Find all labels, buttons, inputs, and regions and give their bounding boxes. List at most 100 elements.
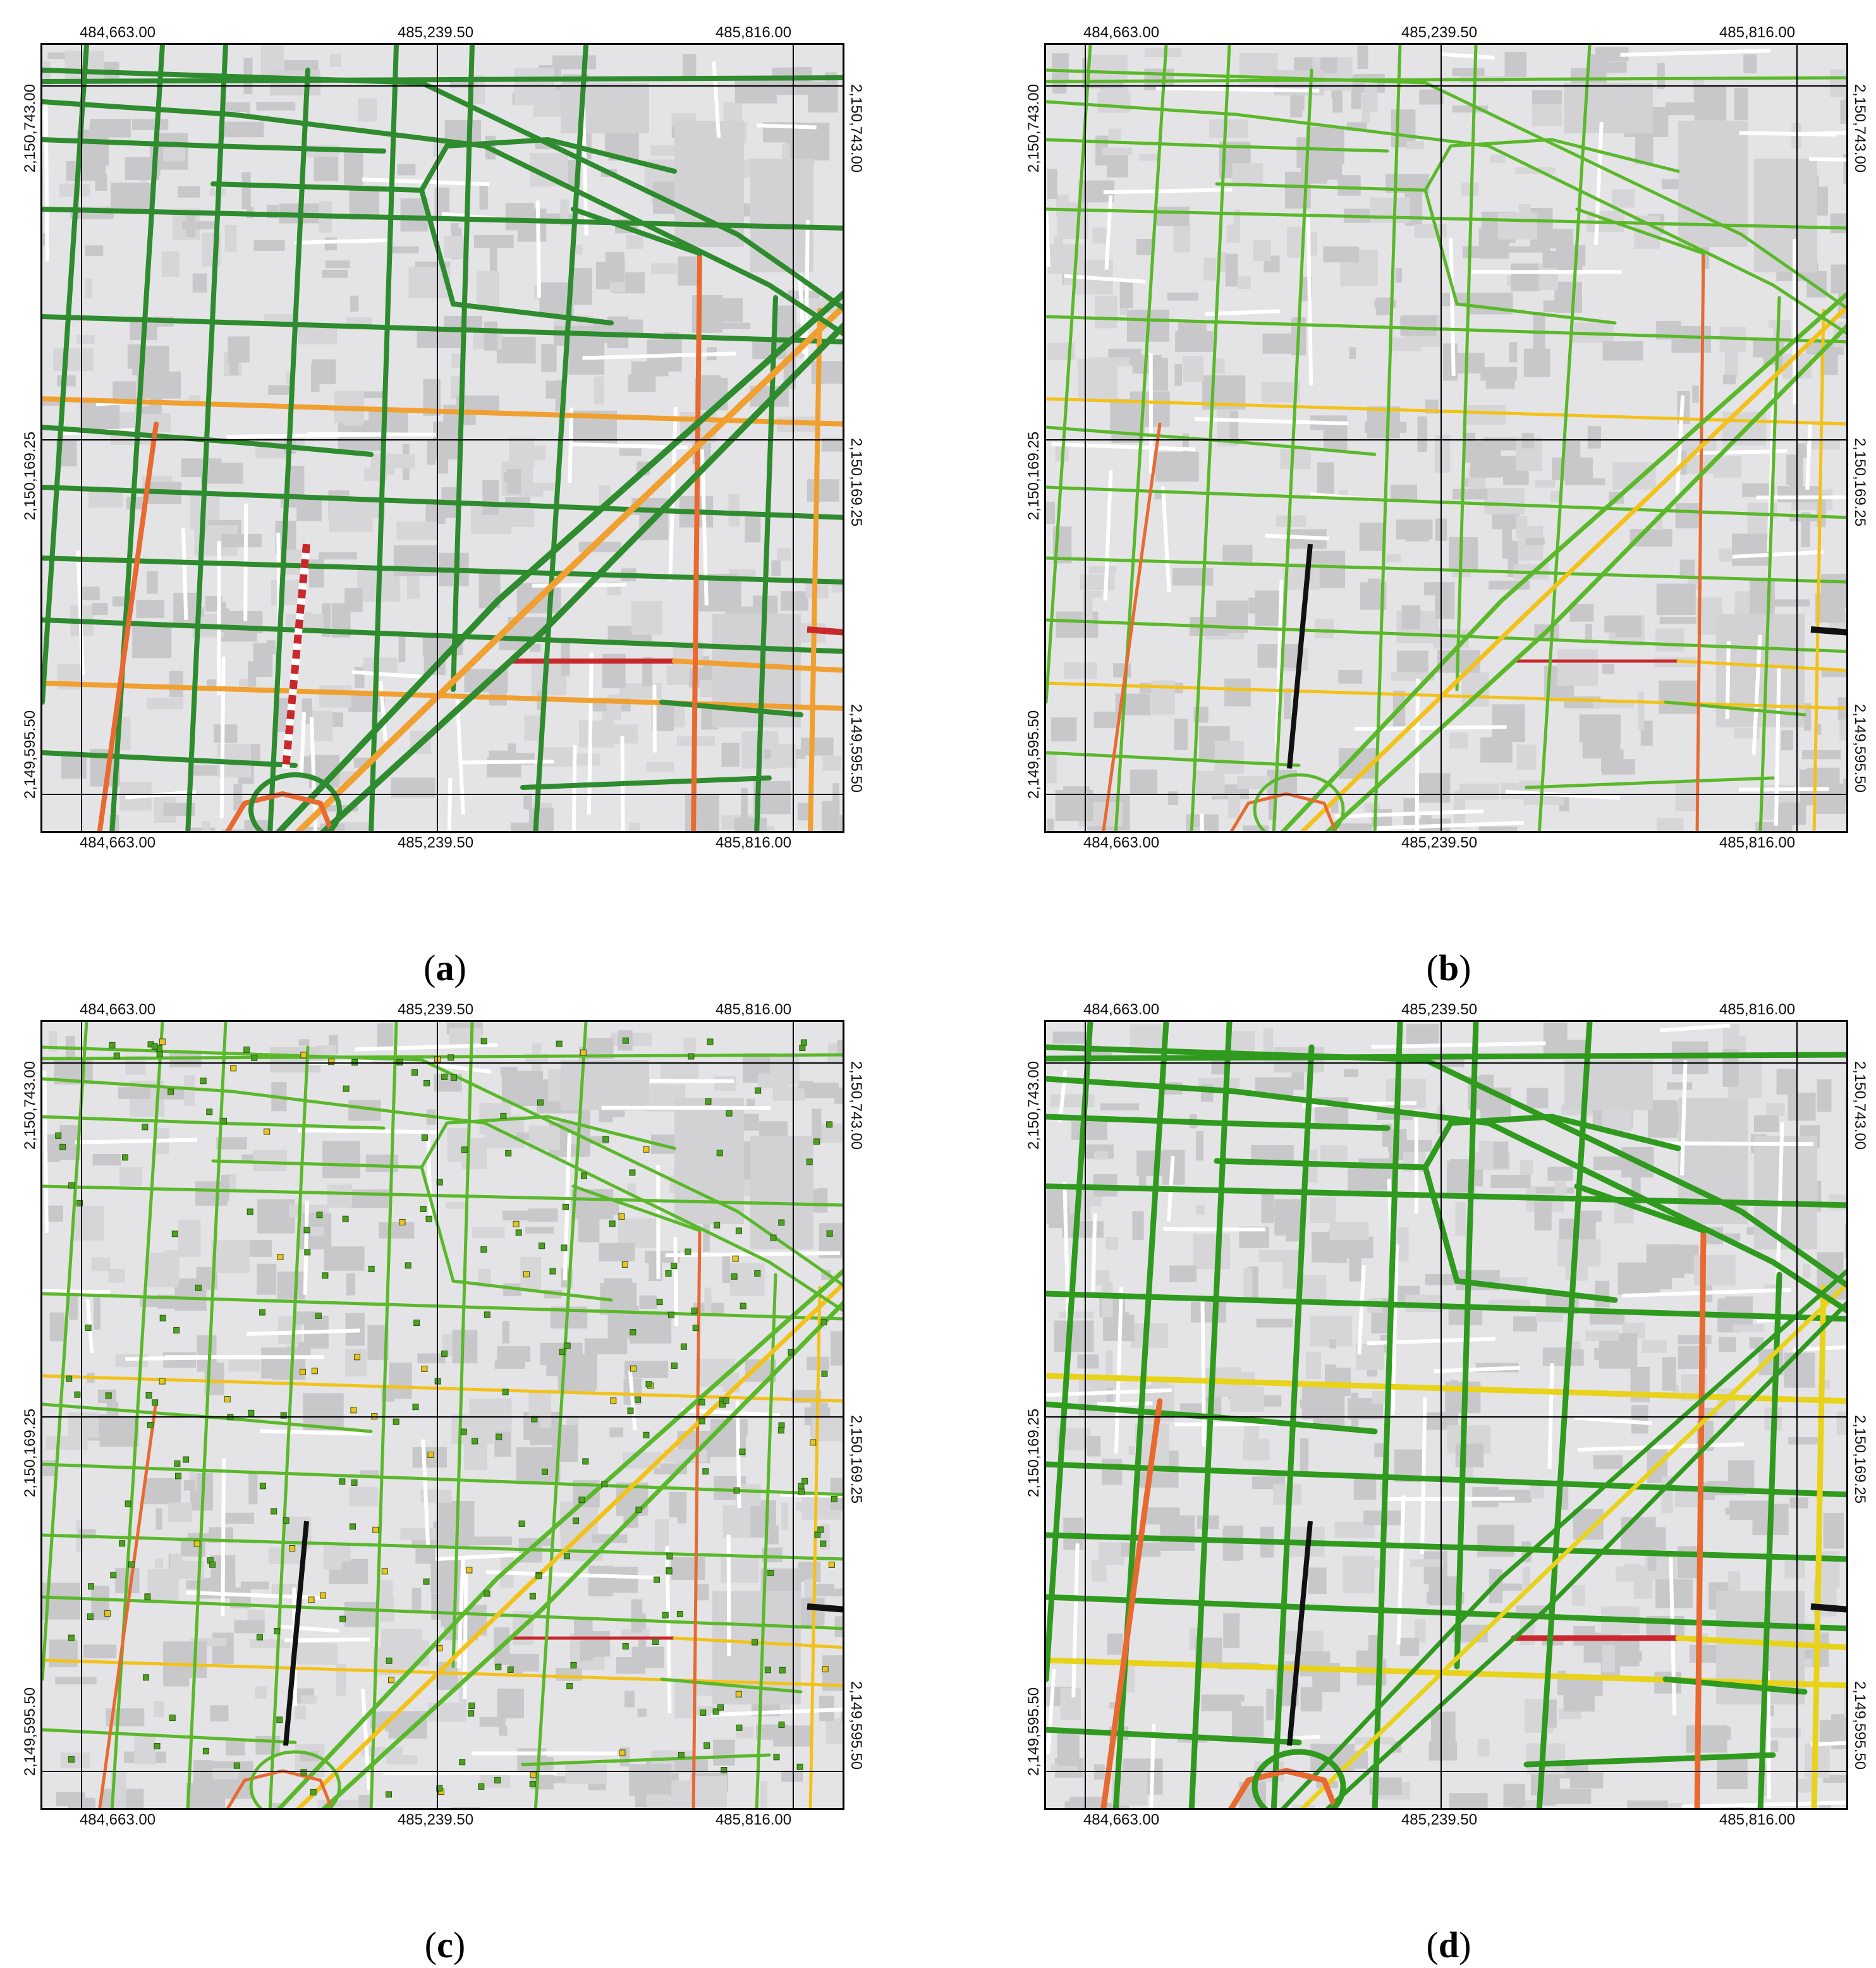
building [773, 1725, 812, 1746]
building [1368, 579, 1381, 592]
building [349, 1487, 378, 1507]
sensor-marker [571, 1663, 576, 1668]
building [1362, 94, 1370, 123]
building [1456, 1443, 1484, 1467]
building [1631, 1405, 1648, 1433]
minor-street [1660, 1026, 1730, 1031]
building [1300, 1275, 1327, 1301]
sensor-marker [681, 1344, 686, 1349]
sensor-marker [289, 1546, 295, 1552]
building [1344, 1069, 1358, 1077]
building [777, 549, 791, 561]
building [1360, 523, 1386, 551]
blocked-segment [1811, 1607, 1848, 1610]
building [250, 1639, 290, 1648]
building [400, 1528, 436, 1540]
sensor-marker [822, 1371, 827, 1376]
sensor-marker [707, 1039, 713, 1045]
building [472, 1227, 505, 1238]
building [496, 505, 534, 527]
building [228, 336, 250, 362]
building [412, 1588, 422, 1610]
sensor-marker [630, 1170, 635, 1175]
building [1178, 322, 1207, 345]
sensor-marker [271, 1509, 277, 1514]
sensor-marker [602, 1481, 607, 1487]
building [1057, 1733, 1080, 1766]
building [311, 363, 320, 392]
building [169, 671, 183, 697]
sensor-marker [315, 1313, 321, 1318]
sensor-marker [56, 1133, 61, 1138]
building [1370, 198, 1410, 223]
sensor-marker [405, 1263, 411, 1268]
building [1233, 1695, 1245, 1702]
traffic-road-free [523, 778, 769, 787]
sensor-marker [718, 1704, 724, 1710]
building [1555, 1181, 1567, 1196]
traffic-road-free [1526, 778, 1773, 787]
sensor-marker [119, 1541, 125, 1546]
building [267, 640, 276, 654]
y-tick-label-right: 2,150,169.25 [848, 1415, 863, 1503]
building [1659, 681, 1700, 714]
building [801, 738, 833, 755]
building [1453, 489, 1487, 500]
building [327, 1185, 352, 1208]
building [377, 1023, 394, 1050]
building [53, 348, 93, 371]
building [453, 1330, 478, 1363]
panel-caption: (d) [1427, 1924, 1471, 1966]
minor-street [1107, 195, 1111, 269]
building [1544, 301, 1581, 312]
building [1281, 449, 1311, 469]
building [1196, 771, 1225, 796]
minor-street [1806, 130, 1848, 134]
building [1777, 486, 1820, 502]
building [518, 209, 547, 242]
building [1306, 1352, 1321, 1379]
building [502, 1321, 510, 1343]
building [624, 1691, 635, 1708]
sensor-marker [619, 1213, 624, 1219]
building [1372, 1391, 1386, 1404]
building [56, 1792, 85, 1806]
building [433, 1521, 470, 1546]
sensor-marker [611, 1398, 616, 1404]
building [182, 221, 216, 229]
y-tick-label-right: 2,150,169.25 [1852, 1415, 1867, 1503]
building [269, 1547, 302, 1564]
building [417, 1353, 445, 1363]
sensor-marker [68, 1756, 74, 1762]
building [561, 640, 570, 676]
x-tick-label-top: 485,816.00 [716, 25, 791, 40]
sensor-marker [799, 1489, 805, 1495]
building [565, 1765, 607, 1784]
map-frame [1044, 1020, 1848, 1810]
building [649, 1254, 662, 1281]
building [417, 331, 461, 348]
building [295, 1706, 306, 1720]
sensor-marker [481, 1247, 487, 1253]
y-tick-label-right: 2,150,743.00 [1852, 84, 1867, 173]
sensor-marker [671, 1263, 677, 1269]
building [446, 1202, 466, 1208]
building [163, 1641, 207, 1678]
building [1657, 818, 1684, 833]
building [640, 1296, 657, 1309]
building [1106, 1237, 1118, 1250]
building [381, 1629, 422, 1651]
sensor-marker [671, 1363, 677, 1368]
building [168, 1502, 192, 1522]
building [1060, 1688, 1081, 1720]
building-block [750, 1136, 813, 1249]
y-tick-label-right: 2,149,595.50 [848, 704, 863, 793]
building [1662, 1357, 1676, 1391]
building [47, 1206, 63, 1222]
building [1398, 1227, 1409, 1261]
sensor-marker [827, 1122, 832, 1127]
sensor-marker [111, 1572, 116, 1578]
traffic-map [42, 1022, 844, 1810]
building [344, 588, 363, 612]
building [1400, 1638, 1419, 1656]
